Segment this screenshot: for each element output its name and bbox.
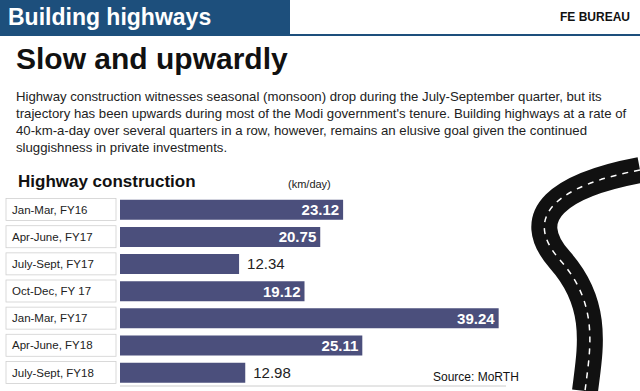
- svg-text:39.24: 39.24: [457, 310, 495, 327]
- svg-text:12.34: 12.34: [247, 255, 285, 272]
- html-text:Building highways: Building highways: [8, 4, 212, 30]
- html-text:Highway construction witnesses: Highway construction witnesses seasonal …: [16, 89, 627, 155]
- svg-text:Apr-June, FY18: Apr-June, FY18: [12, 339, 93, 351]
- html-text:Source: MoRTH: Source: MoRTH: [433, 370, 519, 384]
- svg-text:19.12: 19.12: [263, 283, 301, 300]
- svg-text:Apr-June, FY17: Apr-June, FY17: [12, 231, 93, 243]
- html-text:FE BUREAU: FE BUREAU: [560, 10, 630, 24]
- html-text:(km/day): (km/day): [288, 178, 331, 190]
- svg-text:20.75: 20.75: [279, 228, 317, 245]
- html-text:Slow and upwardly: Slow and upwardly: [16, 42, 288, 75]
- svg-text:July-Sept, FY18: July-Sept, FY18: [12, 367, 94, 379]
- svg-text:Oct-Dec, FY 17: Oct-Dec, FY 17: [12, 285, 91, 297]
- svg-text:Jan-Mar, FY16: Jan-Mar, FY16: [12, 204, 87, 216]
- svg-text:12.98: 12.98: [253, 364, 291, 381]
- svg-text:Jan-Mar, FY17: Jan-Mar, FY17: [12, 312, 87, 324]
- svg-text:July-Sept, FY17: July-Sept, FY17: [12, 258, 94, 270]
- svg-text:25.11: 25.11: [322, 337, 359, 354]
- html-text:Highway construction: Highway construction: [18, 172, 196, 191]
- svg-text:23.12: 23.12: [302, 201, 340, 218]
